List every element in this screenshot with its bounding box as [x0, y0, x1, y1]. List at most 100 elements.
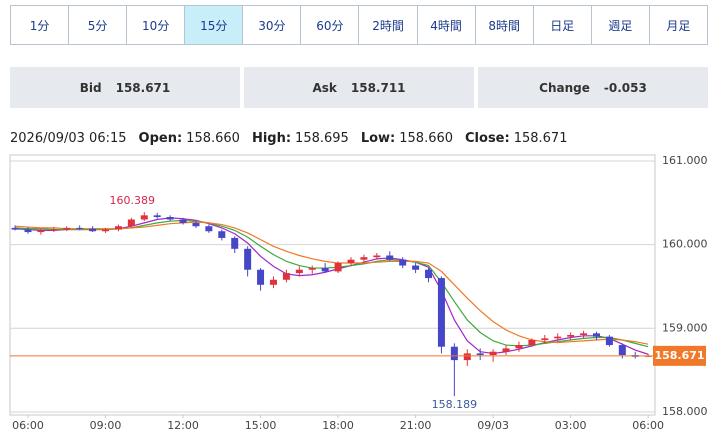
tab[interactable]: 8時間 — [476, 6, 534, 44]
quote-label: Ask — [312, 80, 337, 95]
quote-label: Change — [539, 80, 590, 95]
candle-body — [321, 268, 329, 272]
candle-body — [153, 215, 161, 218]
tab[interactable]: 4時間 — [418, 6, 476, 44]
info-value: 158.660 — [186, 131, 240, 146]
chart: 158.000 159.000 160.000 161.000 06:00 09:00 12… — [9, 154, 708, 432]
x-tick-label: 06:00 — [12, 419, 44, 432]
x-tick-label: 03:00 — [555, 419, 587, 432]
quote-cell: Change -0.053 — [478, 67, 708, 108]
x-tick-label: 12:00 — [167, 419, 199, 432]
info-value: 158.660 — [399, 131, 454, 146]
x-tick-label: 18:00 — [322, 419, 354, 432]
x-tick-label: 06:00 — [632, 419, 664, 432]
candle-body — [386, 255, 394, 260]
candle-body — [257, 269, 265, 285]
price-tag-label: 158.671 — [654, 349, 704, 362]
candle-body — [50, 229, 58, 231]
tab[interactable]: 1分 — [11, 6, 70, 44]
quote-cell: Bid 158.671 — [10, 67, 240, 108]
candle-body — [476, 353, 484, 356]
info-value: 158.695 — [295, 131, 349, 146]
candle-body — [89, 228, 97, 232]
candle-body — [437, 278, 445, 347]
tab[interactable]: 月足 — [666, 18, 691, 33]
tab[interactable]: 30分 — [243, 6, 302, 44]
tab[interactable]: 10分 — [127, 6, 186, 44]
low-label: 158.189 — [432, 398, 478, 411]
candle-body — [244, 248, 252, 270]
info-label: Close: — [465, 131, 510, 146]
candle-body — [218, 231, 226, 238]
candle-body — [192, 222, 200, 227]
y-tick-label: 158.000 — [662, 405, 708, 418]
tab[interactable]: 日足 — [534, 6, 592, 44]
candle-body — [360, 257, 368, 260]
candle-body — [515, 345, 523, 349]
high-label: 160.389 — [110, 194, 156, 207]
quote-cell: Ask 158.711 — [244, 67, 474, 108]
candle-body — [205, 226, 213, 232]
tab[interactable]: 5分 — [69, 6, 128, 44]
candle-body — [114, 226, 122, 230]
datetime: 2026/09/03 06:15 — [10, 131, 127, 146]
candle-body — [489, 351, 497, 356]
candle-body — [11, 227, 19, 230]
candle-body — [502, 348, 510, 352]
candle-body — [231, 237, 239, 249]
quote-label: Bid — [79, 80, 102, 95]
x-tick-label: 21:00 — [400, 419, 432, 432]
candle-body — [37, 230, 45, 233]
candle-body — [179, 219, 187, 223]
x-tick-label: 15:00 — [245, 419, 277, 432]
x-tick-label: 09/03 — [477, 419, 509, 432]
candle-body — [528, 340, 536, 346]
info-value: 158.671 — [513, 131, 568, 146]
candle-body — [399, 259, 407, 266]
candle-body — [580, 333, 588, 335]
candle-body — [308, 268, 316, 270]
candle-body — [269, 279, 277, 285]
candle-body — [412, 265, 420, 270]
candle-body — [102, 229, 110, 232]
timeframe-tabs: 1分 5分 10分 15分 30分 60分 2時間 4時間 8時間 日足 週足 月足 — [10, 5, 708, 45]
candle-body — [334, 263, 342, 272]
candle-body — [63, 227, 71, 230]
candle-body — [166, 217, 174, 220]
candle-body — [76, 227, 84, 229]
tab[interactable]: 週足 — [592, 6, 650, 44]
info-label: Low: — [360, 131, 396, 146]
plot-frame — [9, 154, 656, 416]
candle-body — [127, 219, 135, 227]
candle-body — [554, 336, 562, 339]
ohlc-info: 2026/09/03 06:15 Open: 158.660 High: 158.695… — [10, 131, 567, 146]
candle-body — [282, 273, 290, 280]
candle-body — [373, 255, 381, 258]
candle-body — [463, 353, 471, 361]
quote-value: -0.053 — [603, 80, 647, 95]
candle-body — [140, 215, 148, 220]
candle-body — [567, 335, 575, 337]
candle-body — [541, 338, 549, 341]
candle-body — [450, 346, 458, 361]
candle-body — [592, 333, 600, 337]
candle-body — [24, 229, 32, 233]
y-tick-label: 161.000 — [662, 154, 708, 167]
candle-body — [425, 269, 433, 279]
quote-value: 158.671 — [115, 80, 171, 95]
quote-bar: Bid 158.671 Ask 158.711 Change -0.053 — [10, 67, 708, 108]
x-tick-label: 09:00 — [90, 419, 122, 432]
info-label: Open: — [138, 131, 183, 146]
info-label: High: — [251, 131, 292, 146]
y-tick-label: 159.000 — [662, 321, 708, 334]
quote-value: 158.711 — [350, 80, 406, 95]
tab[interactable]: 60分 — [301, 6, 360, 44]
candle-body — [295, 269, 303, 274]
y-tick-label: 160.000 — [662, 238, 708, 251]
candle-body — [618, 345, 626, 356]
tab[interactable]: 2時間 — [359, 6, 418, 44]
price-tag — [653, 345, 706, 366]
tab[interactable]: 15分 — [185, 6, 244, 44]
candle-body — [605, 336, 613, 346]
